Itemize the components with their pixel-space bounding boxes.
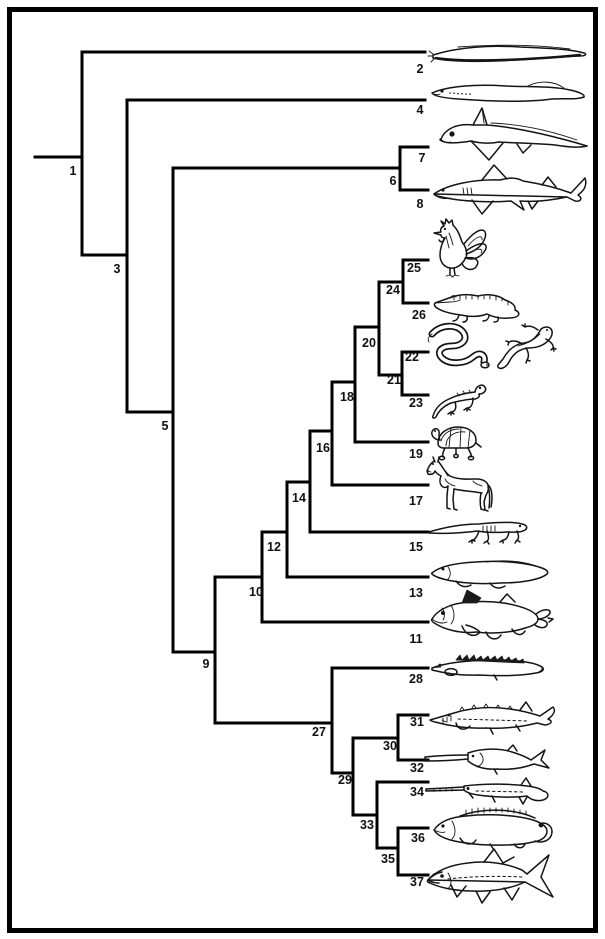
node-label-21: 21 bbox=[387, 373, 401, 387]
hagfish-illustration bbox=[427, 44, 587, 63]
node-label-25: 25 bbox=[407, 261, 421, 275]
node-label-14: 14 bbox=[292, 491, 306, 505]
bowfin-illustration bbox=[433, 807, 553, 851]
node-label-26: 26 bbox=[412, 308, 426, 322]
squamates-illustration bbox=[427, 322, 557, 370]
rooster-illustration bbox=[433, 218, 487, 278]
lizard-illustration bbox=[497, 323, 557, 370]
tuatara-illustration bbox=[432, 384, 487, 419]
node-label-33: 33 bbox=[360, 818, 374, 832]
node-label-22: 22 bbox=[405, 350, 419, 364]
taxa-illustrations bbox=[424, 44, 588, 904]
node-label-17: 17 bbox=[409, 494, 423, 508]
turtle-illustration bbox=[431, 426, 482, 461]
node-label-29: 29 bbox=[338, 773, 352, 787]
node-label-15: 15 bbox=[409, 540, 423, 554]
node-label-36: 36 bbox=[411, 831, 425, 845]
node-label-30: 30 bbox=[383, 739, 397, 753]
figure-border bbox=[7, 7, 598, 933]
node-label-35: 35 bbox=[381, 852, 395, 866]
salamander-illustration bbox=[428, 521, 528, 545]
node-label-27: 27 bbox=[312, 725, 326, 739]
node-label-5: 5 bbox=[162, 419, 169, 433]
gar-illustration bbox=[425, 777, 549, 805]
node-label-1: 1 bbox=[70, 164, 77, 178]
tarpon-illustration bbox=[426, 848, 554, 904]
node-label-23: 23 bbox=[409, 396, 423, 410]
node-label-12: 12 bbox=[267, 540, 281, 554]
node-label-37: 37 bbox=[410, 875, 424, 889]
node-label-10: 10 bbox=[249, 585, 263, 599]
node-label-18: 18 bbox=[340, 390, 354, 404]
node-label-7: 7 bbox=[419, 151, 426, 165]
node-label-16: 16 bbox=[316, 441, 330, 455]
node-label-32: 32 bbox=[410, 761, 424, 775]
node-label-34: 34 bbox=[410, 785, 424, 799]
sturgeon-illustration bbox=[429, 701, 556, 735]
node-label-24: 24 bbox=[386, 283, 400, 297]
paddlefish-illustration bbox=[424, 744, 550, 775]
node-label-6: 6 bbox=[390, 174, 397, 188]
lamprey-illustration bbox=[431, 81, 585, 103]
node-labels: 1234567891011121314151617181920212223242… bbox=[70, 62, 426, 889]
chimaera-illustration bbox=[439, 107, 588, 161]
bichir-illustration bbox=[431, 654, 545, 681]
horse-illustration bbox=[426, 456, 493, 512]
node-label-28: 28 bbox=[409, 672, 423, 686]
node-label-2: 2 bbox=[417, 62, 424, 76]
node-label-31: 31 bbox=[410, 715, 424, 729]
node-label-20: 20 bbox=[362, 336, 376, 350]
crocodile-illustration bbox=[433, 293, 520, 323]
lungfish-illustration bbox=[431, 560, 549, 589]
node-label-9: 9 bbox=[203, 657, 210, 671]
node-label-13: 13 bbox=[409, 586, 423, 600]
node-label-4: 4 bbox=[417, 103, 424, 117]
node-label-8: 8 bbox=[417, 197, 424, 211]
snake-illustration bbox=[427, 322, 490, 369]
tree-branches bbox=[33, 50, 430, 877]
node-label-19: 19 bbox=[409, 447, 423, 461]
node-label-11: 11 bbox=[409, 632, 422, 646]
shark-illustration bbox=[433, 164, 587, 215]
coelacanth-illustration bbox=[430, 589, 554, 640]
node-label-3: 3 bbox=[114, 262, 121, 276]
